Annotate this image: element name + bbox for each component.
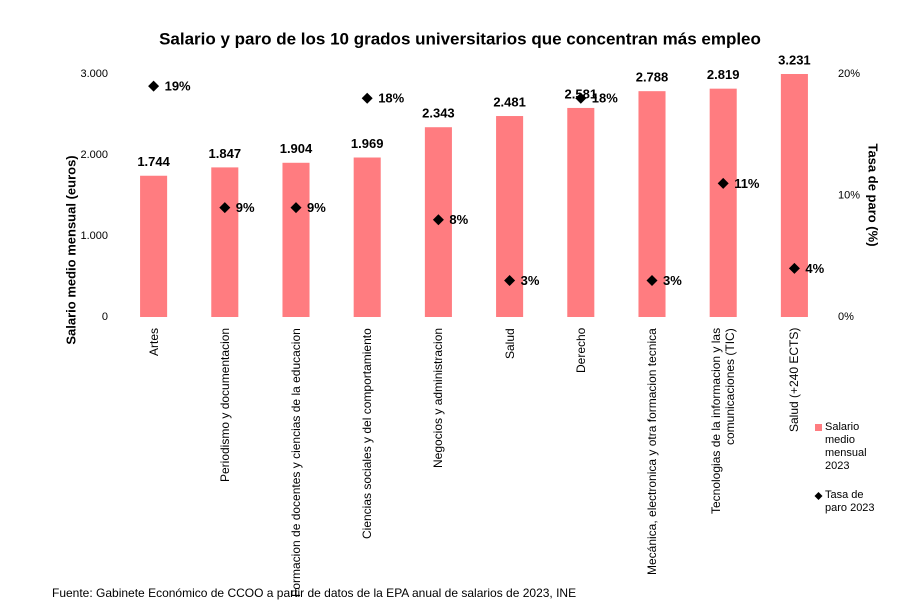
data-label: 18% [592,91,618,106]
legend-label: Tasa de paro 2023 [825,489,875,514]
data-label: 8% [449,212,468,227]
data-label: 1.847 [209,146,242,161]
data-label: 2.819 [707,67,740,82]
bar [780,74,808,317]
bar [709,88,737,317]
bar [353,157,381,317]
y-axis-title: Salario medio mensual (euros) [63,155,78,344]
data-label: 19% [165,79,191,94]
bar [211,167,239,317]
data-label: 3% [663,273,682,288]
data-label: 2.481 [493,94,526,109]
data-label: 9% [307,200,326,215]
marker [504,275,516,287]
chart-title: Salario y paro de los 10 grados universi… [159,29,761,48]
data-label: 11% [734,176,760,191]
y2-tick-label: 10% [838,189,860,201]
legend-label: Salario medio mensual 2023 [825,421,867,472]
bar [496,116,524,317]
x-tick-label: Ciencias sociales y del comportamiento [360,328,375,539]
y-tick-label: 1.000 [80,230,108,242]
data-label: 2.788 [636,70,669,85]
data-label: 1.969 [351,136,384,151]
bar [282,162,310,317]
marker [575,92,587,104]
data-label: 2.343 [422,106,455,121]
data-label: 1.904 [280,141,313,156]
marker [219,202,231,214]
x-tick-label: Salud [502,328,517,359]
legend-swatch [814,492,823,500]
y2-axis-title: Tasa de paro (%) [866,143,881,246]
marker [148,80,160,92]
x-tick-label: Derecho [573,328,588,374]
data-label: 9% [236,200,255,215]
y-tick-label: 3.000 [80,68,108,80]
marker [361,92,373,104]
x-tick-label: Periodismo y documentacion [217,328,232,483]
marker [646,275,658,287]
data-label: 3% [521,273,540,288]
y2-tick-label: 20% [838,68,860,80]
data-label: 1.744 [137,154,170,169]
x-tick-label: Negocios y administracion [431,328,446,469]
marker [788,262,800,274]
x-tick-label: Formacion de docentes y ciencias de la e… [289,328,303,597]
bar [140,175,168,317]
source: Fuente: Gabinete Económico de CCOO a par… [52,586,577,600]
y2-tick-label: 0% [838,311,854,323]
marker [290,202,302,214]
x-tick-label: Salud (+240 ECTS) [787,328,802,433]
marker [717,177,729,189]
bar [567,107,595,317]
y-tick-label: 2.000 [80,149,108,161]
x-tick-label: Mecánica, electronica y otra formacion t… [645,328,659,575]
legend-swatch [815,424,822,431]
marker [432,214,444,226]
data-label: 18% [378,91,404,106]
x-tick-label: Tecnologias de la informacion y las comu… [709,328,738,515]
data-label: 3.231 [778,52,811,67]
y-tick-label: 0 [102,311,108,323]
x-tick-label: Artes [146,328,161,357]
data-label: 4% [805,261,824,276]
